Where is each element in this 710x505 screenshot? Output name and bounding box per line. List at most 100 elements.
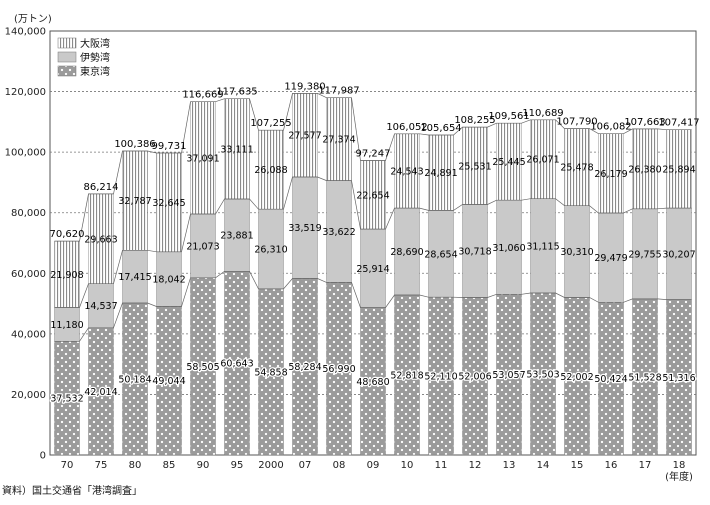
segment-value-label: 49,044	[152, 376, 185, 387]
segment-value-label: 33,622	[322, 227, 355, 238]
total-value-label: 106,082	[590, 122, 631, 133]
bar-segment	[394, 207, 420, 296]
segment-value-label: 14,537	[84, 301, 117, 312]
total-value-label: 107,663	[624, 117, 665, 128]
total-value-label: 107,417	[658, 118, 699, 129]
bar-segment	[156, 251, 182, 307]
bar-segment	[326, 97, 352, 181]
bar-segment	[462, 297, 488, 456]
legend-swatch	[57, 37, 77, 49]
y-tick-label: 0	[40, 451, 46, 462]
segment-value-label: 27,374	[322, 135, 355, 146]
total-value-label: 99,731	[152, 141, 187, 152]
total-value-label: 116,669	[182, 90, 223, 101]
bar-segment	[122, 250, 148, 304]
segment-value-label: 32,645	[152, 198, 185, 209]
bar-segment	[632, 208, 658, 300]
segment-value-label: 11,180	[50, 320, 83, 331]
y-tick-label: 20,000	[11, 390, 46, 401]
bar-segment	[394, 133, 420, 209]
total-value-label: 119,380	[284, 81, 325, 92]
segment-value-label: 28,690	[390, 247, 423, 258]
segment-value-label: 25,478	[560, 163, 593, 174]
legend-swatch	[57, 65, 77, 77]
y-tick-label: 100,000	[5, 148, 46, 159]
segment-value-label: 42,014	[84, 387, 117, 398]
bar-segment	[462, 204, 488, 298]
x-tick-label: 85	[163, 460, 176, 471]
bar-segment	[496, 122, 522, 201]
x-tick-label: 13	[503, 460, 516, 471]
y-tick-label: 60,000	[11, 269, 46, 280]
bar-segment	[666, 207, 692, 300]
segment-value-label: 33,519	[288, 223, 321, 234]
segment-value-label: 26,088	[254, 165, 287, 176]
x-tick-label: 16	[605, 460, 618, 471]
bar-segment	[598, 133, 624, 214]
x-tick-label: 12	[469, 460, 482, 471]
segment-value-label: 30,718	[458, 246, 491, 257]
segment-value-label: 26,179	[594, 169, 627, 180]
bar-segment	[88, 327, 114, 456]
segment-value-label: 52,818	[390, 371, 423, 382]
bar-segment	[564, 128, 590, 206]
bar-segment	[632, 298, 658, 456]
x-tick-label: 80	[129, 460, 142, 471]
x-tick-label: 11	[435, 460, 448, 471]
segment-value-label: 58,284	[288, 362, 321, 373]
segment-value-label: 30,310	[560, 247, 593, 258]
segment-value-label: 25,914	[356, 264, 389, 275]
legend-swatch	[57, 51, 77, 63]
y-tick-label: 120,000	[5, 87, 46, 98]
segment-value-label: 37,532	[50, 394, 83, 405]
bar-segment	[326, 180, 352, 283]
segment-value-label: 31,060	[492, 243, 525, 254]
total-value-label: 109,561	[488, 111, 529, 122]
bar-segment	[190, 213, 216, 279]
x-tick-label: 10	[401, 460, 414, 471]
source-note: 資料）国土交通省「港湾調査」	[2, 486, 142, 497]
segment-value-label: 31,115	[526, 241, 559, 252]
segment-value-label: 21,073	[186, 241, 219, 252]
y-tick-label: 80,000	[11, 208, 46, 219]
segment-value-label: 60,643	[220, 359, 253, 370]
bar-segment	[496, 200, 522, 295]
x-tick-label: 18	[673, 460, 686, 471]
bar-segment	[292, 176, 318, 279]
series-connector-line	[54, 270, 692, 342]
x-tick-label: 17	[639, 460, 652, 471]
bar-segment	[394, 294, 420, 456]
segment-value-label: 28,654	[424, 249, 457, 260]
segment-value-label: 17,415	[118, 272, 151, 283]
x-tick-label: 15	[571, 460, 584, 471]
bar-segment	[530, 198, 556, 294]
bar-segment	[666, 299, 692, 456]
segment-value-label: 29,663	[84, 234, 117, 245]
segment-value-label: 58,505	[186, 362, 219, 373]
x-axis-suffix-label: (年度)	[665, 470, 693, 483]
bar-segment	[122, 302, 148, 456]
segment-value-label: 21,908	[50, 270, 83, 281]
bar-segment	[632, 128, 658, 210]
segment-value-label: 53,503	[526, 369, 559, 380]
legend-label: 伊勢湾	[80, 51, 110, 64]
segment-value-label: 50,184	[118, 375, 151, 386]
segment-value-label: 51,528	[628, 372, 661, 383]
x-tick-label: 08	[333, 460, 346, 471]
segment-value-label: 22,654	[356, 190, 389, 201]
total-value-label: 107,790	[556, 117, 597, 128]
bar-segment	[292, 93, 318, 178]
total-value-label: 86,214	[84, 182, 119, 193]
bar-segment	[292, 278, 318, 456]
segment-value-label: 25,531	[458, 161, 491, 172]
x-tick-label: 95	[231, 460, 244, 471]
segment-value-label: 56,990	[322, 364, 355, 375]
segment-value-label: 51,316	[662, 373, 695, 384]
segment-value-label: 27,577	[288, 131, 321, 142]
bar-segment	[122, 150, 148, 251]
segment-value-label: 25,445	[492, 157, 525, 168]
bar-segment	[156, 152, 182, 253]
segment-value-label: 37,091	[186, 153, 219, 164]
x-tick-label: 90	[197, 460, 210, 471]
bar-segment	[156, 306, 182, 456]
